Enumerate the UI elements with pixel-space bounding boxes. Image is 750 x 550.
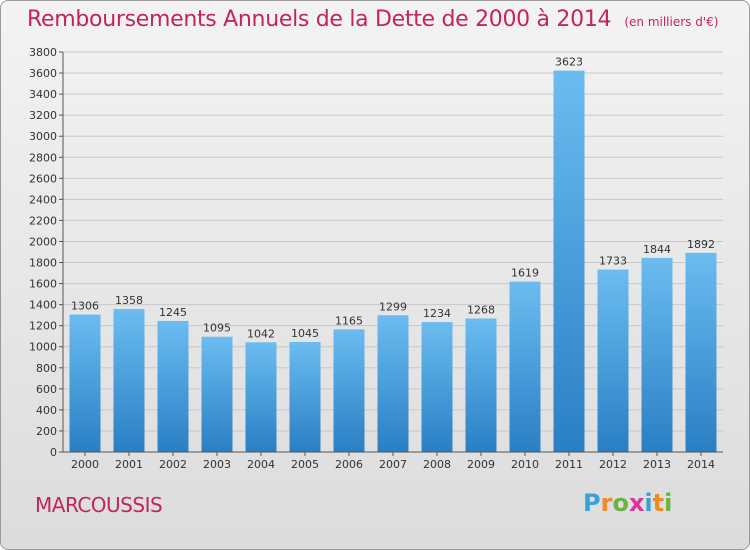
y-tick-label: 2600: [29, 172, 57, 185]
y-tick-label: 1400: [29, 299, 57, 312]
data-label: 1733: [599, 255, 627, 268]
x-tick-label: 2009: [467, 458, 495, 471]
logo-letter: t: [652, 489, 665, 517]
logo-letter: x: [628, 489, 645, 517]
bar: [509, 281, 541, 452]
y-tick-label: 400: [36, 404, 57, 417]
data-label: 1268: [467, 304, 495, 317]
bar: [245, 342, 277, 452]
bar: [685, 252, 717, 452]
bar: [465, 318, 497, 452]
y-tick-label: 3200: [29, 109, 57, 122]
x-tick-label: 2006: [335, 458, 363, 471]
city-name: MARCOUSSIS: [35, 493, 163, 517]
y-tick-label: 3600: [29, 67, 57, 80]
x-tick-label: 2002: [159, 458, 187, 471]
x-tick-label: 2012: [599, 458, 627, 471]
bar: [553, 70, 585, 452]
x-tick-label: 2001: [115, 458, 143, 471]
y-tick-label: 3400: [29, 88, 57, 101]
bar: [641, 257, 673, 452]
y-tick-label: 3000: [29, 130, 57, 143]
y-tick-label: 200: [36, 425, 57, 438]
proxiti-logo: Proxiti: [583, 489, 672, 517]
data-label: 1245: [159, 306, 187, 319]
logo-letter: P: [583, 489, 601, 517]
y-tick-label: 1200: [29, 320, 57, 333]
chart-title-unit: (en milliers d'€): [624, 15, 719, 29]
y-tick-label: 2800: [29, 151, 57, 164]
data-label: 1234: [423, 307, 451, 320]
data-label: 1299: [379, 300, 407, 313]
bars: [69, 70, 717, 452]
logo-letter: i: [644, 489, 653, 517]
y-tick-label: 800: [36, 362, 57, 375]
bar: [157, 320, 189, 452]
x-tick-label: 2007: [379, 458, 407, 471]
x-tick-label: 2014: [687, 458, 715, 471]
y-tick-label: 1800: [29, 257, 57, 270]
data-labels: 1306 1358 1245 1095 1042 1045 1165 1299 1234 1268…: [71, 56, 715, 341]
x-tick-label: 2010: [511, 458, 539, 471]
y-tick-label: 3800: [29, 46, 57, 59]
data-label: 1165: [335, 314, 363, 327]
bar: [421, 322, 453, 452]
x-tick-label: 2013: [643, 458, 671, 471]
y-tick-label: 2400: [29, 193, 57, 206]
logo-letter: r: [600, 489, 613, 517]
bar: [597, 269, 629, 452]
data-label: 3623: [555, 56, 583, 69]
axes: [62, 52, 723, 453]
y-tick-label: 1600: [29, 278, 57, 291]
data-label: 1306: [71, 300, 99, 313]
data-label: 1358: [115, 294, 143, 307]
y-tick-label: 0: [50, 446, 57, 459]
y-tick-label: 2000: [29, 235, 57, 248]
logo-letter: i: [664, 489, 673, 517]
data-label: 1042: [247, 327, 275, 340]
bar: [377, 315, 409, 452]
x-tick-label: 2004: [247, 458, 275, 471]
logo-letter: o: [612, 489, 629, 517]
bar: [201, 336, 233, 452]
chart-title: Remboursements Annuels de la Dette de 20…: [27, 7, 718, 32]
data-label: 1892: [687, 238, 715, 251]
bar: [69, 314, 101, 452]
data-label: 1619: [511, 267, 539, 280]
bar: [333, 329, 365, 452]
x-axis-ticks: 2000 2001 2002 2003 2004 2005 2006 2007 2008 2009…: [71, 452, 715, 471]
x-tick-label: 2005: [291, 458, 319, 471]
y-axis-ticks: 0 200 400 600 800 1000 1200 1400 1600 1800 2000 220…: [29, 46, 63, 459]
x-tick-label: 2003: [203, 458, 231, 471]
y-tick-label: 600: [36, 383, 57, 396]
bar: [289, 342, 321, 452]
data-label: 1045: [291, 327, 319, 340]
x-tick-label: 2000: [71, 458, 99, 471]
y-tick-label: 1000: [29, 341, 57, 354]
y-tick-label: 2200: [29, 214, 57, 227]
x-tick-label: 2008: [423, 458, 451, 471]
x-tick-label: 2011: [555, 458, 583, 471]
data-label: 1844: [643, 243, 671, 256]
data-label: 1095: [203, 322, 231, 335]
bar: [113, 309, 145, 452]
chart-title-main: Remboursements Annuels de la Dette de 20…: [27, 7, 612, 32]
